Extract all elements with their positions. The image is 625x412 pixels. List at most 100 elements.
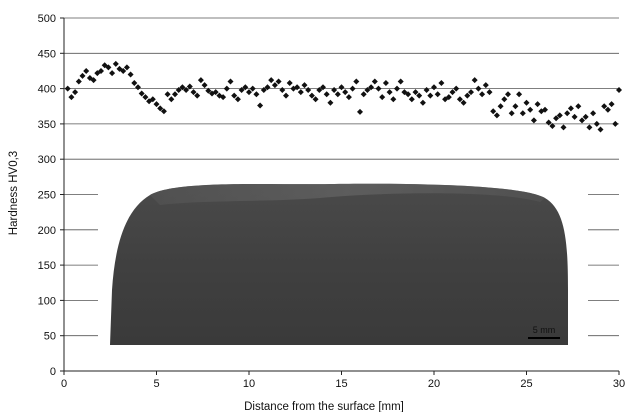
data-point: [123, 64, 130, 71]
data-point: [471, 77, 478, 84]
data-point: [98, 67, 104, 74]
y-axis-ticks: 0 50 100 150 200 250 300 350 400 450 500: [38, 13, 64, 378]
data-point: [353, 78, 360, 85]
data-point: [412, 89, 419, 96]
data-point: [334, 91, 341, 98]
data-point: [172, 91, 178, 98]
y-tick-label: 500: [38, 13, 56, 25]
data-point: [271, 82, 278, 89]
data-point: [394, 85, 400, 92]
data-point: [501, 96, 508, 103]
data-point: [534, 101, 541, 108]
data-point: [416, 92, 423, 99]
y-tick-label: 0: [50, 366, 56, 378]
data-point: [553, 115, 560, 122]
data-point: [135, 84, 141, 91]
data-point: [527, 106, 534, 113]
data-point: [220, 94, 227, 101]
data-point: [246, 89, 252, 96]
data-point: [456, 96, 463, 103]
x-tick-label: 15: [335, 378, 347, 390]
data-point: [308, 92, 315, 99]
data-point: [297, 89, 304, 96]
data-point: [590, 110, 597, 117]
data-point: [183, 87, 190, 94]
data-point: [212, 89, 219, 96]
data-point: [90, 77, 97, 84]
data-point: [153, 101, 160, 108]
data-point: [427, 92, 434, 99]
x-tick-label: 30: [613, 378, 625, 390]
data-point: [231, 92, 238, 99]
data-point: [160, 108, 167, 115]
data-point: [582, 113, 589, 120]
data-point: [419, 99, 426, 106]
data-point: [120, 67, 127, 74]
data-point: [227, 78, 234, 85]
data-point: [542, 106, 548, 113]
data-point: [345, 94, 352, 101]
data-points: [64, 60, 622, 133]
data-point: [190, 89, 197, 96]
data-point: [175, 87, 182, 94]
data-point: [68, 94, 75, 101]
data-point: [549, 123, 556, 130]
data-point: [567, 105, 574, 112]
data-point: [327, 99, 334, 106]
data-point: [505, 91, 511, 98]
data-point: [390, 96, 397, 103]
data-point: [112, 60, 119, 67]
data-point: [257, 102, 264, 109]
data-point: [530, 117, 537, 124]
data-point: [197, 77, 204, 84]
data-point: [371, 78, 378, 85]
x-tick-label: 25: [520, 378, 532, 390]
data-point: [283, 92, 289, 99]
data-point: [238, 87, 245, 94]
data-point: [179, 84, 186, 91]
data-point: [201, 82, 208, 89]
y-tick-label: 450: [38, 48, 56, 60]
data-point: [468, 89, 474, 96]
data-point: [279, 87, 286, 94]
data-point: [519, 110, 526, 117]
data-point: [286, 79, 293, 86]
data-point: [368, 84, 375, 91]
data-point: [438, 79, 445, 86]
data-point: [301, 82, 308, 89]
scale-bar-label: 5 mm: [533, 325, 556, 335]
data-point: [386, 89, 393, 96]
data-point: [338, 84, 345, 91]
x-tick-label: 20: [428, 378, 440, 390]
data-point: [72, 89, 79, 96]
data-point: [508, 110, 515, 117]
x-tick-label: 5: [153, 378, 159, 390]
data-point: [223, 85, 230, 92]
x-axis-ticks: 0 5 10 15 20 25 30: [61, 371, 625, 390]
data-point: [616, 87, 622, 94]
data-point: [316, 87, 323, 94]
data-point: [464, 92, 471, 99]
y-tick-label: 150: [38, 260, 56, 272]
data-point: [242, 84, 249, 91]
data-point: [604, 106, 611, 113]
data-point: [109, 70, 116, 77]
data-point: [186, 83, 193, 90]
data-point: [475, 85, 482, 92]
data-point: [379, 94, 386, 101]
data-point: [560, 124, 567, 131]
x-tick-label: 10: [243, 378, 255, 390]
data-point: [268, 77, 275, 84]
data-point: [597, 126, 604, 133]
data-point: [575, 103, 582, 110]
data-point: [612, 120, 619, 127]
data-point: [320, 84, 326, 91]
data-point: [342, 89, 349, 96]
data-point: [460, 99, 467, 106]
data-point: [493, 112, 500, 119]
data-point: [75, 78, 82, 85]
data-point: [234, 96, 241, 103]
y-tick-label: 200: [38, 225, 56, 237]
data-point: [490, 108, 497, 115]
data-point: [431, 84, 437, 91]
